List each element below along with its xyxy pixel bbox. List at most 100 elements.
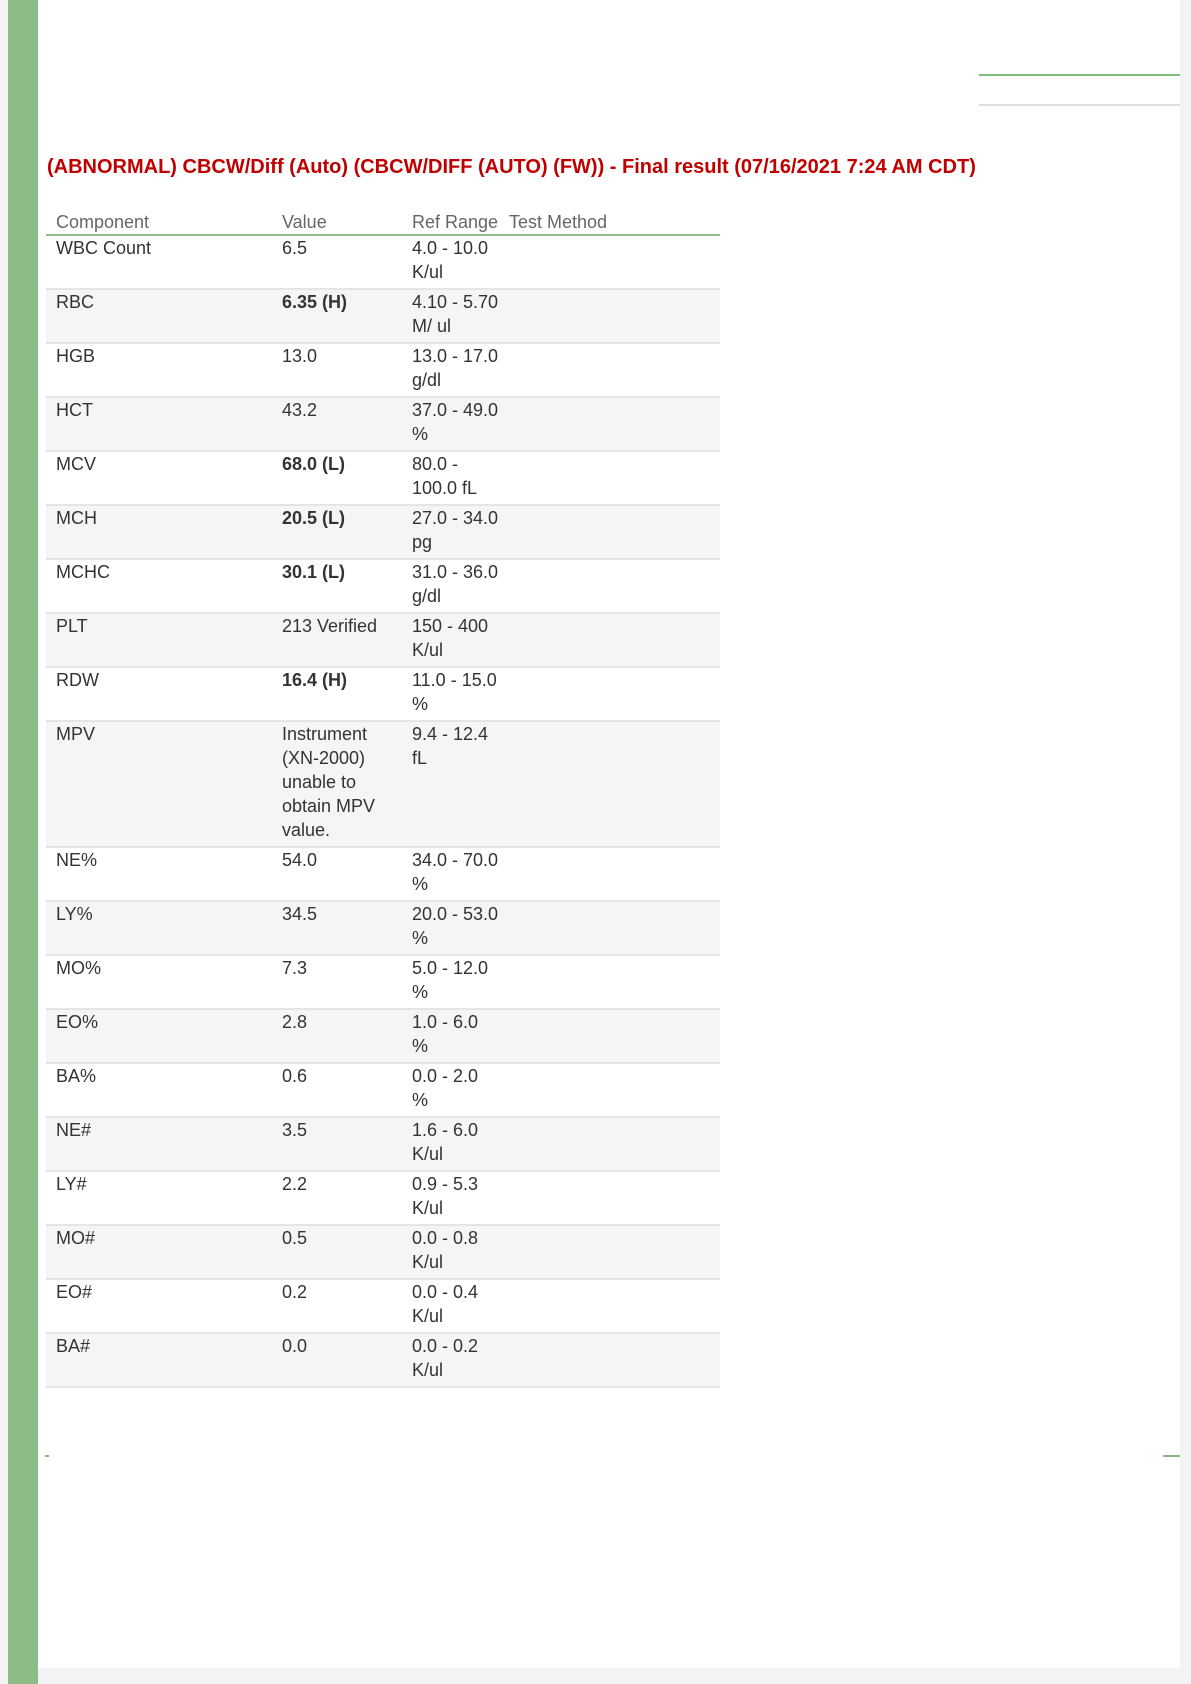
result-value: 0.6 <box>272 1063 408 1118</box>
result-value: 213 Verified <box>272 613 408 668</box>
test-method <box>499 901 720 956</box>
result-value: 54.0 <box>272 847 408 902</box>
component-name: PLT <box>46 613 272 668</box>
test-method <box>499 505 720 560</box>
table-row: EO# 0.2 0.0 - 0.4 K/ul <box>46 1279 720 1334</box>
footer-mark-left <box>45 1455 49 1457</box>
table-row: MCH 20.5 (L) 27.0 - 34.0 pg <box>46 505 720 560</box>
result-value: 20.5 (L) <box>272 505 408 560</box>
result-value: 7.3 <box>272 955 408 1010</box>
result-value: 0.0 <box>272 1333 408 1388</box>
table-row: PLT 213 Verified 150 - 400 K/ul <box>46 613 720 668</box>
header-rule-gray <box>979 104 1180 106</box>
component-name: HCT <box>46 397 272 452</box>
test-method <box>499 397 720 452</box>
result-value: 6.5 <box>272 235 408 290</box>
table-row: MPV Instrument (XN-2000) unable to obtain… <box>46 721 720 848</box>
test-method <box>499 1063 720 1118</box>
component-name: MCV <box>46 451 272 506</box>
test-method <box>499 955 720 1010</box>
component-name: LY% <box>46 901 272 956</box>
test-method <box>499 721 720 848</box>
table-row: RBC 6.35 (H) 4.10 - 5.70 M/ ul <box>46 289 720 344</box>
table-row: MO# 0.5 0.0 - 0.8 K/ul <box>46 1225 720 1280</box>
reference-range: 34.0 - 70.0 % <box>408 847 499 902</box>
table-row: MCHC 30.1 (L) 31.0 - 36.0 g/dl <box>46 559 720 614</box>
table-row: MCV 68.0 (L) 80.0 - 100.0 fL <box>46 451 720 506</box>
component-name: EO# <box>46 1279 272 1334</box>
test-method <box>499 847 720 902</box>
test-method <box>499 559 720 614</box>
component-name: MO# <box>46 1225 272 1280</box>
result-value: Instrument (XN-2000) unable to obtain MP… <box>272 721 408 848</box>
table-header-row: Component Value Ref Range Test Method <box>46 186 720 236</box>
header-component: Component <box>46 186 272 236</box>
component-name: RBC <box>46 289 272 344</box>
test-method <box>499 1009 720 1064</box>
result-value: 16.4 (H) <box>272 667 408 722</box>
reference-range: 4.0 - 10.0 K/ul <box>408 235 499 290</box>
reference-range: 37.0 - 49.0 % <box>408 397 499 452</box>
reference-range: 27.0 - 34.0 pg <box>408 505 499 560</box>
header-test-method: Test Method <box>499 186 720 236</box>
component-name: NE# <box>46 1117 272 1172</box>
test-method <box>499 1225 720 1280</box>
reference-range: 1.0 - 6.0 % <box>408 1009 499 1064</box>
component-name: WBC Count <box>46 235 272 290</box>
test-method <box>499 343 720 398</box>
reference-range: 0.0 - 0.2 K/ul <box>408 1333 499 1388</box>
reference-range: 80.0 - 100.0 fL <box>408 451 499 506</box>
component-name: LY# <box>46 1171 272 1226</box>
header-rule-green <box>979 74 1180 76</box>
result-value: 2.8 <box>272 1009 408 1064</box>
header-value: Value <box>272 186 408 236</box>
test-method <box>499 1279 720 1334</box>
component-name: MCH <box>46 505 272 560</box>
reference-range: 0.0 - 0.8 K/ul <box>408 1225 499 1280</box>
table-row: BA# 0.0 0.0 - 0.2 K/ul <box>46 1333 720 1388</box>
test-method <box>499 1117 720 1172</box>
table-row: HCT 43.2 37.0 - 49.0 % <box>46 397 720 452</box>
component-name: EO% <box>46 1009 272 1064</box>
results-body: WBC Count 6.5 4.0 - 10.0 K/ul RBC 6.35 (H) 4.… <box>46 235 720 1388</box>
table-row: NE% 54.0 34.0 - 70.0 % <box>46 847 720 902</box>
reference-range: 0.9 - 5.3 K/ul <box>408 1171 499 1226</box>
result-value: 3.5 <box>272 1117 408 1172</box>
page-margin-left <box>0 0 8 1684</box>
reference-range: 11.0 - 15.0 % <box>408 667 499 722</box>
reference-range: 13.0 - 17.0 g/dl <box>408 343 499 398</box>
left-accent-bar <box>8 0 38 1684</box>
table-row: LY% 34.5 20.0 - 53.0 % <box>46 901 720 956</box>
result-value: 43.2 <box>272 397 408 452</box>
result-value: 2.2 <box>272 1171 408 1226</box>
reference-range: 4.10 - 5.70 M/ ul <box>408 289 499 344</box>
table-row: LY# 2.2 0.9 - 5.3 K/ul <box>46 1171 720 1226</box>
test-method <box>499 235 720 290</box>
result-value: 13.0 <box>272 343 408 398</box>
result-value: 30.1 (L) <box>272 559 408 614</box>
reference-range: 150 - 400 K/ul <box>408 613 499 668</box>
table-row: NE# 3.5 1.6 - 6.0 K/ul <box>46 1117 720 1172</box>
reference-range: 0.0 - 2.0 % <box>408 1063 499 1118</box>
table-row: WBC Count 6.5 4.0 - 10.0 K/ul <box>46 235 720 290</box>
reference-range: 9.4 - 12.4 fL <box>408 721 499 848</box>
component-name: MCHC <box>46 559 272 614</box>
reference-range: 31.0 - 36.0 g/dl <box>408 559 499 614</box>
component-name: NE% <box>46 847 272 902</box>
component-name: HGB <box>46 343 272 398</box>
component-name: MPV <box>46 721 272 848</box>
component-name: BA# <box>46 1333 272 1388</box>
result-value: 0.2 <box>272 1279 408 1334</box>
table-row: BA% 0.6 0.0 - 2.0 % <box>46 1063 720 1118</box>
component-name: BA% <box>46 1063 272 1118</box>
result-value: 68.0 (L) <box>272 451 408 506</box>
test-method <box>499 289 720 344</box>
test-method <box>499 1171 720 1226</box>
component-name: RDW <box>46 667 272 722</box>
test-method <box>499 613 720 668</box>
reference-range: 20.0 - 53.0 % <box>408 901 499 956</box>
reference-range: 0.0 - 0.4 K/ul <box>408 1279 499 1334</box>
page-margin-right <box>1180 0 1191 1684</box>
table-row: EO% 2.8 1.0 - 6.0 % <box>46 1009 720 1064</box>
result-value: 0.5 <box>272 1225 408 1280</box>
